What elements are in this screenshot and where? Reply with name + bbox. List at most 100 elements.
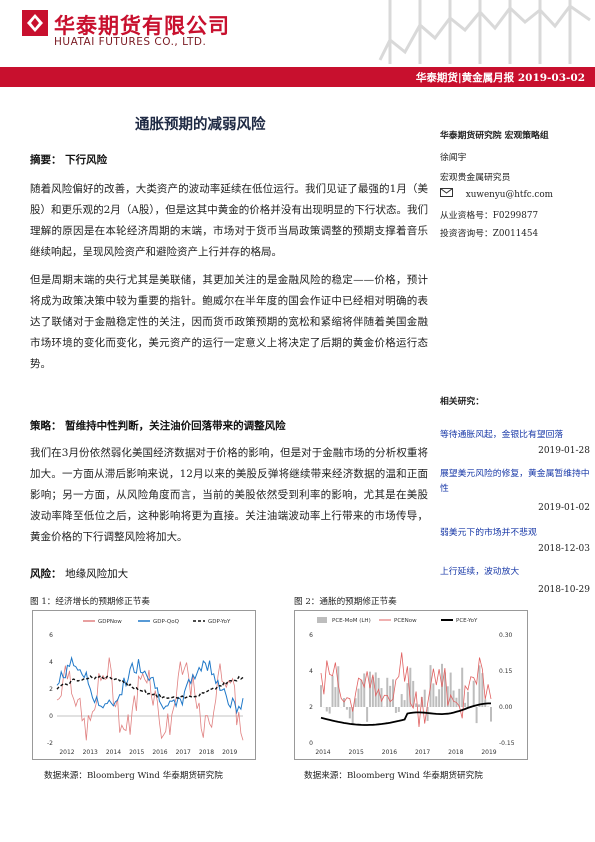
bar-mark [409,667,412,707]
bar-mark [351,707,354,724]
bar-mark [443,672,446,707]
strategy-heading: 策略： 暂维持中性判断，关注油价回落带来的调整风险 [30,418,286,433]
bar-mark [403,700,406,707]
risk-heading-label: 风险： [30,568,62,580]
related-item-date: 2018-12-03 [538,544,590,554]
bar-mark [400,694,403,707]
chart-2-svg: PCE-MoM (LH) PCENow PCE-YoY 0 2 4 6 -0.15 0.00 0.… [309,617,515,756]
series-line-gdp-yoy [56,674,244,700]
analyst-name: 徐闻宇 [440,153,467,163]
series-line-pcenow [320,652,492,728]
y-right-tick-label: 0.30 [499,632,513,639]
chart-2: PCE-MoM (LH) PCENow PCE-YoY 0 2 4 6 -0.15 0.00 0.… [294,610,528,760]
y-tick-label: 4 [49,659,53,666]
legend-label: PCE-MoM (LH) [332,618,371,624]
bar-mark [354,698,357,707]
bar-mark [397,707,400,712]
related-item-date: 2018-10-29 [538,585,590,595]
risk-heading: 风险： 地缘风险加大 [30,566,128,581]
company-name-en: HUATAI FUTURES CO., LTD. [54,36,207,48]
legend-label: GDPNow [98,619,122,625]
strategy-paragraph: 我们在3月份依然弱化美国经济数据对于价格的影响，但是对于金融市场的分析权重将加大… [30,447,428,543]
y-tick-label: 0 [309,740,313,747]
analyst-email-row: xuwenyu@htfc.com [440,188,553,200]
y-tick-label: 6 [49,632,53,639]
strategy-heading-value: 暂维持中性判断，关注油价回落带来的调整风险 [65,420,286,432]
related-item-date: 2019-01-28 [538,446,590,456]
figure-1-source: 数据来源：Bloomberg Wind 华泰期货研究院 [44,771,223,781]
related-item-title[interactable]: 展望美元风险的修复，黄金属暂维持中性 [440,469,590,494]
bar-mark [461,667,464,707]
bar-mark [328,707,331,714]
bar-mark [458,688,461,707]
x-tick-label: 2019 [222,749,237,756]
x-tick-label: 2015 [129,749,144,756]
y-tick-label: 0 [49,713,53,720]
y-right-tick-label: 0.00 [499,704,513,711]
bar-mark [406,683,409,707]
bar-mark [368,671,371,707]
chart-1: GDPNow GDP-QoQ GDP-YoY -2 0 2 4 6 2012 2013 2014 20… [32,610,256,760]
legend-label: PCENow [394,618,417,624]
figure-1-caption: 图 1：经济增长的预期修正节奏 [30,597,150,607]
related-item-title[interactable]: 上行延续，波动放大 [440,567,520,577]
related-item-date: 2019-01-02 [538,503,590,513]
figure-2-caption: 图 2：通胀的预期修正节奏 [294,597,397,607]
bar-mark [466,691,469,707]
x-tick-label: 2018 [448,749,463,756]
related-item-title[interactable]: 弱美元下的市场并不悲观 [440,528,537,538]
series-line-pce-yoy [320,702,491,726]
bar-mark [490,707,492,722]
related-item-title[interactable]: 等待通胀风起，金银比有望回落 [440,430,564,440]
bar-mark [320,685,322,707]
summary-heading-value: 下行风险 [65,154,108,166]
x-tick-label: 2016 [152,749,167,756]
y-tick-label: 2 [309,704,313,711]
header-bar [0,67,595,87]
summary-heading-label: 摘要： [30,154,62,166]
bar-mark [334,687,337,707]
analyst-email[interactable]: xuwenyu@htfc.com [465,189,554,200]
legend-swatch [317,617,327,623]
y-tick-label: 2 [49,686,53,693]
bar-mark [325,707,328,712]
bar-mark [420,697,423,707]
bar-mark [481,673,484,707]
x-tick-label: 2014 [106,749,121,756]
bar-mark [472,680,475,707]
bar-mark [415,703,418,707]
bar-mark [371,677,374,707]
series-line-gdp-qoq [56,655,244,715]
bar-mark [426,707,429,721]
bar-mark [475,707,478,724]
report-info: 华泰期货|黄金属月报 2019-03-02 [415,72,585,84]
bar-mark [446,686,449,707]
x-tick-label: 2013 [83,749,98,756]
bar-mark [478,665,481,707]
bar-mark [423,689,426,707]
bar-mark [386,677,389,707]
bar-mark [432,683,435,707]
strategy-heading-label: 策略： [30,420,62,432]
x-tick-label: 2012 [59,749,74,756]
analyst-role: 宏观贵金属研究员 [440,173,511,183]
chart-1-svg: GDPNow GDP-QoQ GDP-YoY -2 0 2 4 6 2012 2013 2014 20… [47,619,244,756]
y-right-tick-label: -0.15 [499,740,515,747]
bar-mark [345,707,348,710]
company-logo-mark [22,10,48,36]
bar-mark [435,696,438,707]
page-title: 通胀预期的减弱风险 [135,116,266,133]
x-tick-label: 2017 [176,749,191,756]
figure-2-source: 数据来源：Bloomberg Wind 华泰期货研究院 [304,771,483,781]
summary-paragraph-1: 随着风险偏好的改善，大类资产的波动率延续在低位运行。我们见证了最强的1月（美股）… [30,183,428,258]
bar-mark [394,707,397,713]
bar-mark [374,672,377,707]
bar-mark [380,688,383,707]
legend-label: PCE-YoY [456,618,478,624]
bar-mark [452,690,455,707]
legend-label: GDP-QoQ [153,619,180,625]
bar-mark [360,679,363,707]
bar-mark [464,702,467,707]
bar-mark [366,707,369,722]
x-tick-label: 2017 [415,749,430,756]
